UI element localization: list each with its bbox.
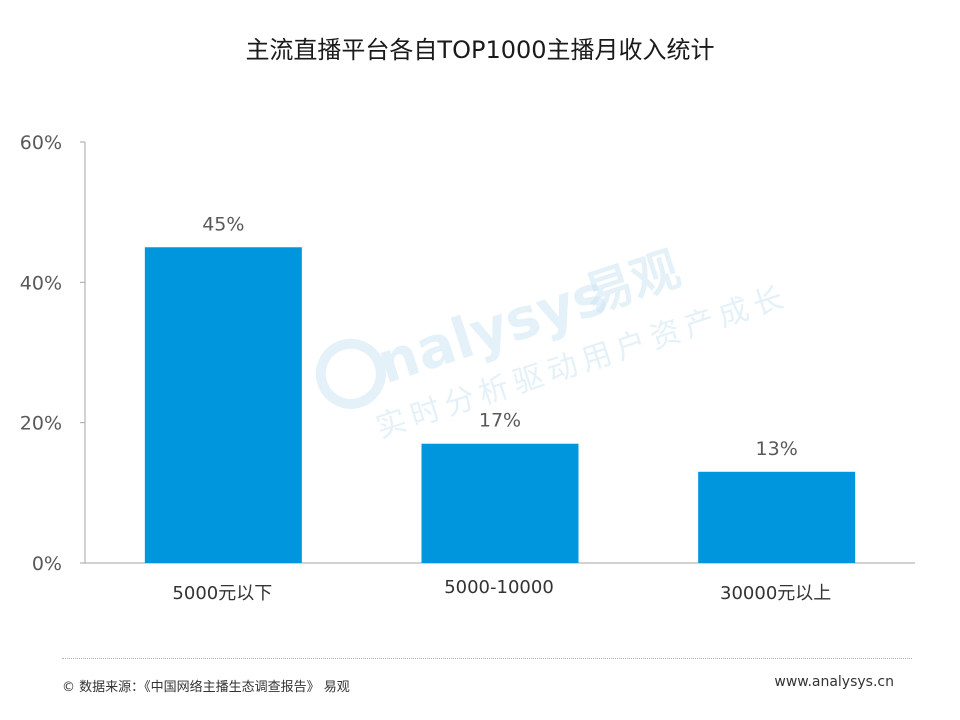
data-label: 13% <box>756 438 798 460</box>
y-tick-label: 40% <box>20 272 62 294</box>
bar <box>698 471 856 563</box>
x-tick-label: 5000-10000 <box>444 577 554 598</box>
chart-title: 主流直播平台各自TOP1000主播月收入统计 <box>245 36 715 64</box>
y-tick-label: 20% <box>20 413 62 435</box>
x-tick-label: 5000元以下 <box>172 583 272 604</box>
y-axis: 0% 20% 40% 60% <box>20 132 915 575</box>
watermark-brand-cn: 易观 <box>578 241 687 324</box>
footer-divider <box>62 658 912 659</box>
data-label: 45% <box>202 213 244 235</box>
y-tick-label: 0% <box>32 553 62 575</box>
y-tick-label: 60% <box>20 132 62 154</box>
watermark: nalysys 易观 实时分析驱动用户资产成长 <box>315 241 793 446</box>
bar <box>421 443 579 563</box>
x-axis: 5000元以下 5000-10000 30000元以上 <box>172 577 831 604</box>
data-label: 17% <box>479 410 521 432</box>
x-tick-label: 30000元以上 <box>720 583 831 604</box>
website-link[interactable]: www.analysys.cn <box>774 674 894 690</box>
bar <box>144 247 302 563</box>
watermark-logo-ring <box>315 338 386 409</box>
bar-series <box>144 247 856 563</box>
source-note: © 数据来源：《中国网络主播生态调查报告》 易观 <box>62 680 350 695</box>
data-labels: 45% 17% 13% <box>202 213 798 460</box>
